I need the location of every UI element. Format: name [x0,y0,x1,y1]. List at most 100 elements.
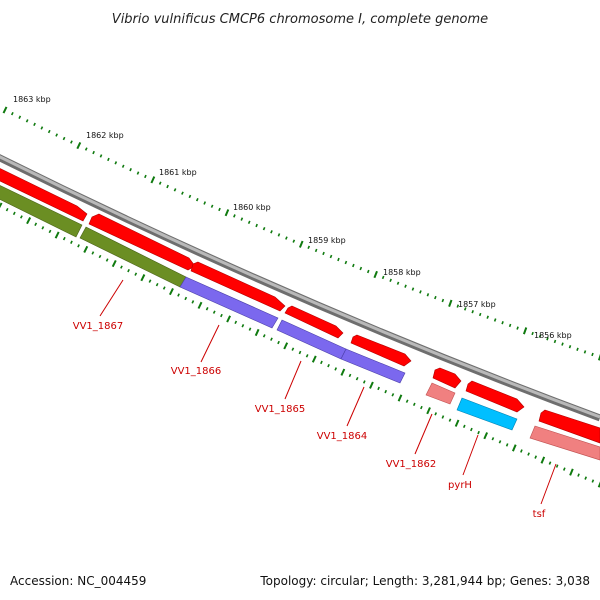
reverse-strand-features [0,185,600,461]
tick-minor [166,184,169,189]
tick-minor [562,467,566,471]
gene-label: tsf [533,509,546,520]
tick-minor [534,455,538,459]
tick-major [150,176,156,184]
tick-major [397,394,403,402]
tick-minor [70,240,73,244]
tick-minor [18,115,22,119]
tick-minor [181,191,184,195]
tick-major [597,481,600,488]
tick-major [597,353,600,361]
tick-minor [120,265,123,269]
tick-minor [548,461,552,465]
tick-minor [463,307,467,311]
tick-major [569,468,574,476]
cds-feature [432,367,462,389]
gene-label: VV1_1867 [73,321,124,332]
tick-major [426,407,431,415]
tick-minor [377,386,380,391]
gene-label: VV1_1866 [171,366,222,377]
gene-label: VV1_1864 [317,431,368,442]
tick-minor [205,307,209,311]
tick-minor [262,334,266,338]
tick-minor [405,399,409,403]
tick-minor [553,339,557,344]
tick-minor [527,452,530,456]
tick-minor [426,293,430,297]
tick-minor [162,286,166,290]
tick-minor [291,347,295,351]
tick-minor [114,161,118,165]
tick-major [369,381,374,389]
tick-major [311,355,317,363]
tick-minor [348,373,352,378]
chromosome-backbone [0,154,600,422]
tick-minor [352,263,355,268]
tick-minor [434,295,437,300]
tick-minor [381,275,385,280]
tick-minor [84,147,88,151]
tick-minor [307,245,311,250]
forward-strand-features [0,168,600,444]
genome-summary-text: Topology: circular; Length: 3,281,944 bp… [260,574,590,588]
tick-minor [270,337,273,341]
tick-minor [591,352,594,357]
tick-major [54,231,60,239]
cds-feature [0,185,83,238]
tick-minor [240,217,244,221]
tick-major [76,141,82,150]
gene-labels: VV1_1867 VV1_1866 VV1_1865 VV1_1864 VV1_… [73,321,546,520]
tick-minor [12,211,16,216]
tick-minor [314,248,318,253]
tick-minor [538,334,542,338]
tick-minor [195,197,199,202]
tick-minor [5,207,9,212]
kbp-label: 1858 kbp [383,268,421,277]
tick-minor [277,340,280,345]
tick-minor [34,222,38,226]
tick-minor [412,402,416,407]
tick-minor [107,157,110,162]
tick-major [448,299,453,307]
tick-minor [508,323,512,328]
tick-minor [99,154,103,158]
tick-minor [55,133,59,137]
cds-feature [456,397,518,431]
tick-minor [210,204,214,208]
tick-major [254,328,260,337]
tick-minor [292,239,296,243]
kbp-label: 1860 kbp [233,203,271,212]
tick-minor [561,342,564,346]
tick-minor [155,282,159,287]
tick-major [224,209,230,217]
tick-minor [19,215,23,219]
tick-minor [334,367,338,371]
tick-minor [212,310,216,314]
tick-minor [247,220,251,225]
leader-line [414,413,433,455]
gene-leader-lines [99,279,557,505]
tick-minor [218,207,221,212]
accession-text: Accession: NC_004459 [10,574,147,588]
tick-major [0,202,3,209]
tick-minor [583,350,587,354]
tick-minor [191,300,195,304]
gene-label: pyrH [448,480,472,491]
kbp-label: 1863 kbp [13,95,51,104]
tick-minor [188,194,192,199]
tick-minor [136,171,140,175]
kbp-label: 1856 kbp [534,331,572,340]
tick-major [540,456,546,464]
tick-minor [419,290,422,294]
tick-minor [329,254,333,259]
tick-minor [501,321,504,325]
leader-line [540,463,557,505]
tick-minor [470,427,473,432]
tick-minor [344,260,348,265]
cds-feature [529,425,600,461]
tick-minor [134,272,138,276]
tick-minor [91,251,95,255]
tick-minor [305,354,309,358]
tick-minor [277,233,281,237]
